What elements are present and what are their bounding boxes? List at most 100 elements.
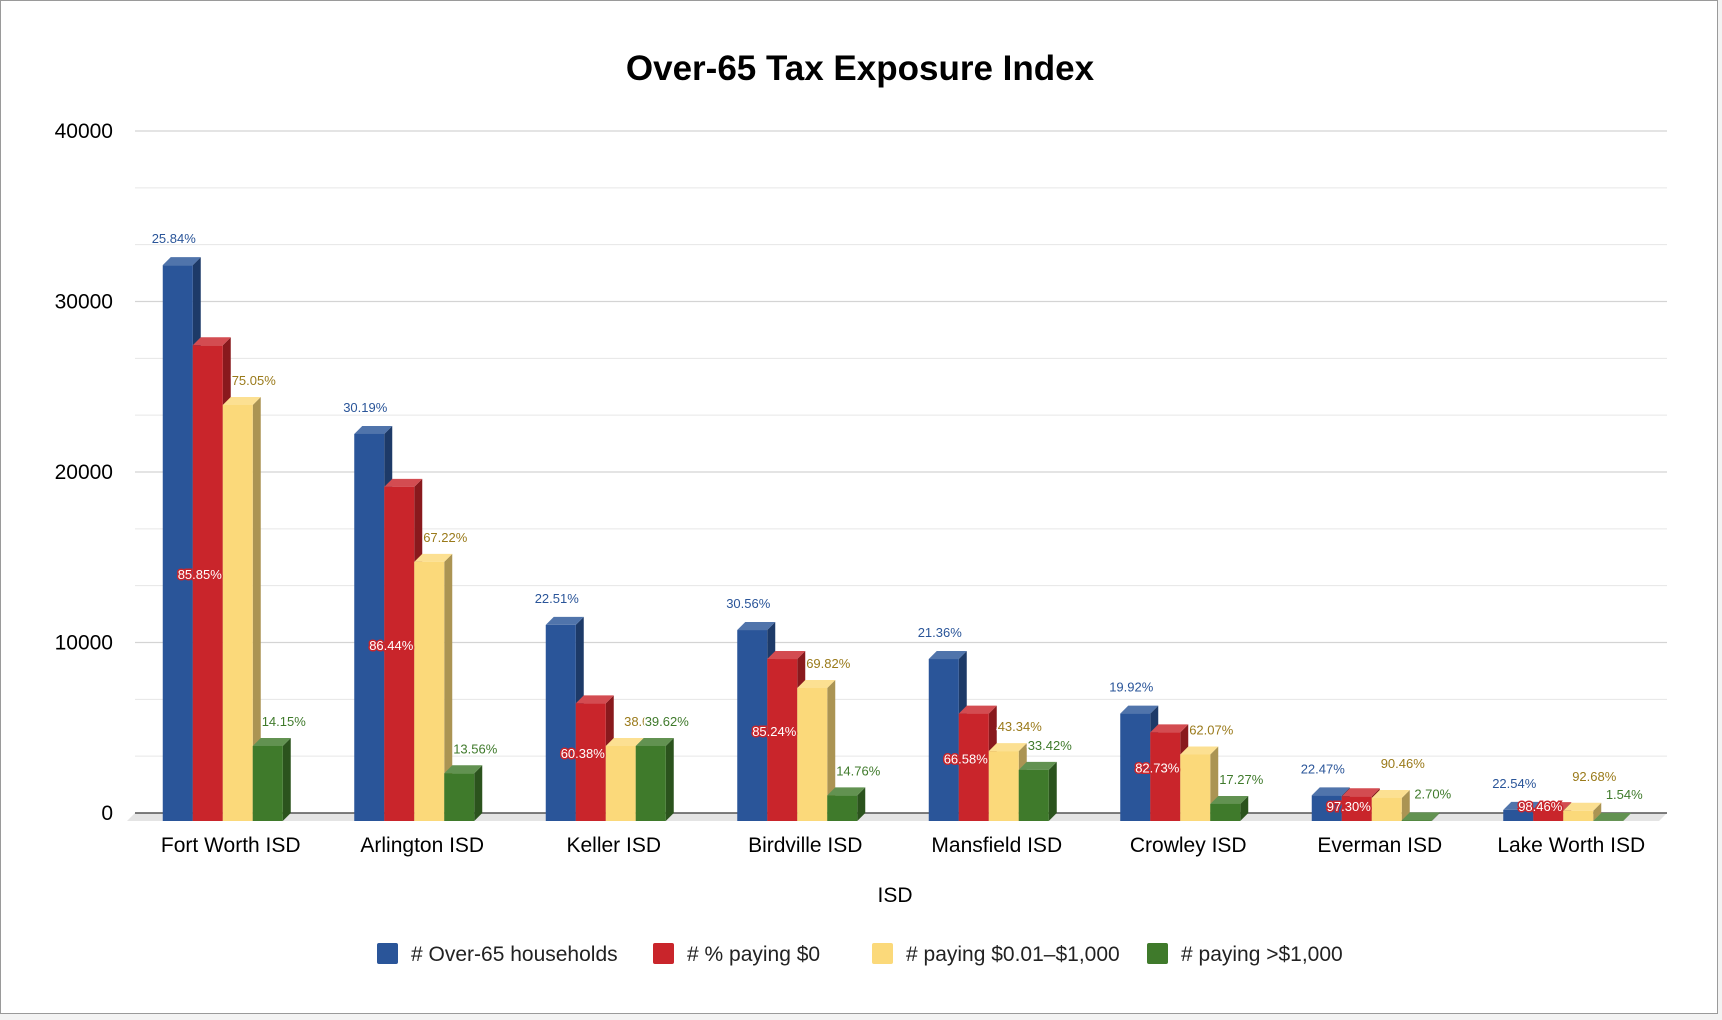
bar-top: [1311, 787, 1350, 796]
bar-top: [737, 622, 776, 631]
bar: [444, 765, 483, 821]
legend-item: # paying $0.01–$1,000: [872, 943, 1120, 966]
bar-top: [1503, 801, 1542, 810]
bar-front: [1150, 732, 1181, 821]
legend-swatch: [872, 943, 893, 964]
legend-item: # Over-65 households: [377, 943, 618, 966]
chart-title: Over-65 Tax Exposure Index: [626, 49, 1095, 88]
bar-front: [162, 265, 193, 821]
data-label: 82.73%: [1135, 761, 1180, 776]
bar-top: [1341, 788, 1380, 797]
x-tick-label: Arlington ISD: [360, 834, 484, 857]
data-label: 66.58%: [944, 751, 989, 766]
x-tick-label: Everman ISD: [1317, 834, 1442, 857]
bar-side: [1048, 761, 1057, 821]
data-label: 86.44%: [369, 638, 414, 653]
bar-top: [1371, 789, 1410, 798]
bar-side: [1431, 812, 1440, 821]
bar: [1210, 795, 1249, 821]
bar-front: [1401, 820, 1432, 821]
bar-front: [1210, 803, 1241, 821]
data-label: 43.34%: [998, 719, 1043, 734]
bar-front: [1371, 797, 1402, 821]
y-tick-label: 30000: [55, 291, 113, 314]
data-label: 22.54%: [1492, 776, 1537, 791]
bar-top: [605, 737, 644, 746]
bar: [1371, 789, 1410, 821]
legend-label: # paying $0.01–$1,000: [906, 943, 1120, 966]
bar-side: [1401, 789, 1410, 821]
data-label: 21.36%: [918, 625, 963, 640]
bar-front: [635, 745, 666, 821]
axes: 0 10000 20000 30000 40000 Fort Worth ISD Arlin…: [55, 120, 1667, 857]
bar-front: [797, 688, 828, 821]
bar-top: [575, 695, 614, 704]
bar-top: [1563, 802, 1602, 811]
bar-front: [252, 745, 283, 821]
bar-front: [575, 703, 606, 821]
x-tick-label: Crowley ISD: [1130, 834, 1247, 857]
x-tick-label: Keller ISD: [566, 834, 661, 857]
bar: [1018, 761, 1057, 821]
bar-front: [384, 486, 415, 821]
data-label: 97.30%: [1327, 799, 1372, 814]
data-label: 39.62%: [645, 714, 690, 729]
bar-front: [192, 345, 223, 821]
bar-top: [635, 737, 674, 746]
bar-top: [1018, 761, 1057, 770]
bar-top: [1180, 746, 1219, 755]
bar: [827, 787, 866, 821]
bar-top: [222, 396, 261, 405]
data-label: 38.0: [624, 714, 649, 729]
data-label: 14.15%: [262, 714, 307, 729]
x-tick-label: Birdville ISD: [748, 834, 862, 857]
bar-top: [414, 553, 453, 562]
bar-side: [827, 680, 836, 821]
y-tick-label: 20000: [55, 461, 113, 484]
bars: [162, 257, 1632, 821]
bar-side: [474, 765, 483, 821]
legend-label: # % paying $0: [687, 943, 820, 966]
data-label: 25.84%: [152, 231, 197, 246]
bar-top: [545, 616, 584, 625]
x-tick-label: Fort Worth ISD: [161, 834, 301, 857]
bar-front: [1120, 713, 1151, 821]
bar-front: [1341, 796, 1372, 821]
bar: [797, 680, 836, 821]
legend: # Over-65 households # % paying $0 # payin…: [377, 943, 1343, 966]
legend-swatch: [653, 943, 674, 964]
data-label: 22.47%: [1301, 761, 1346, 776]
data-label: 62.07%: [1189, 723, 1234, 738]
legend-swatch: [377, 943, 398, 964]
bar: [1593, 812, 1632, 821]
bar: [414, 553, 453, 821]
bar-front: [928, 659, 959, 821]
bar-front: [414, 561, 445, 821]
bar-front: [767, 659, 798, 821]
data-labels: 25.84% 85.85% 75.05% 14.15% 30.19% 86.44% 67.2…: [152, 231, 1645, 815]
legend-item: # paying >$1,000: [1147, 943, 1343, 966]
bar-front: [1018, 769, 1049, 821]
bar-front: [737, 630, 768, 821]
data-label: 60.38%: [561, 746, 606, 761]
data-label: 67.22%: [423, 530, 468, 545]
bar-top: [444, 765, 483, 774]
data-label: 98.46%: [1518, 799, 1563, 814]
bar-front: [827, 795, 858, 821]
x-tick-label: Mansfield ISD: [931, 834, 1062, 857]
legend-swatch: [1147, 943, 1168, 964]
bar-side: [1593, 802, 1602, 821]
x-axis-label: ISD: [877, 884, 912, 907]
data-label: 17.27%: [1219, 772, 1264, 787]
data-label: 69.82%: [806, 656, 851, 671]
x-tick-label: Lake Worth ISD: [1497, 834, 1645, 857]
data-label: 14.76%: [836, 763, 881, 778]
legend-label: # paying >$1,000: [1181, 943, 1343, 966]
data-label: 2.70%: [1414, 786, 1451, 801]
bar-front: [545, 624, 576, 821]
bar-front: [222, 404, 253, 821]
data-label: 30.19%: [343, 400, 388, 415]
bar-top: [354, 425, 393, 434]
data-label: 85.85%: [178, 567, 223, 582]
data-label: 19.92%: [1109, 680, 1154, 695]
